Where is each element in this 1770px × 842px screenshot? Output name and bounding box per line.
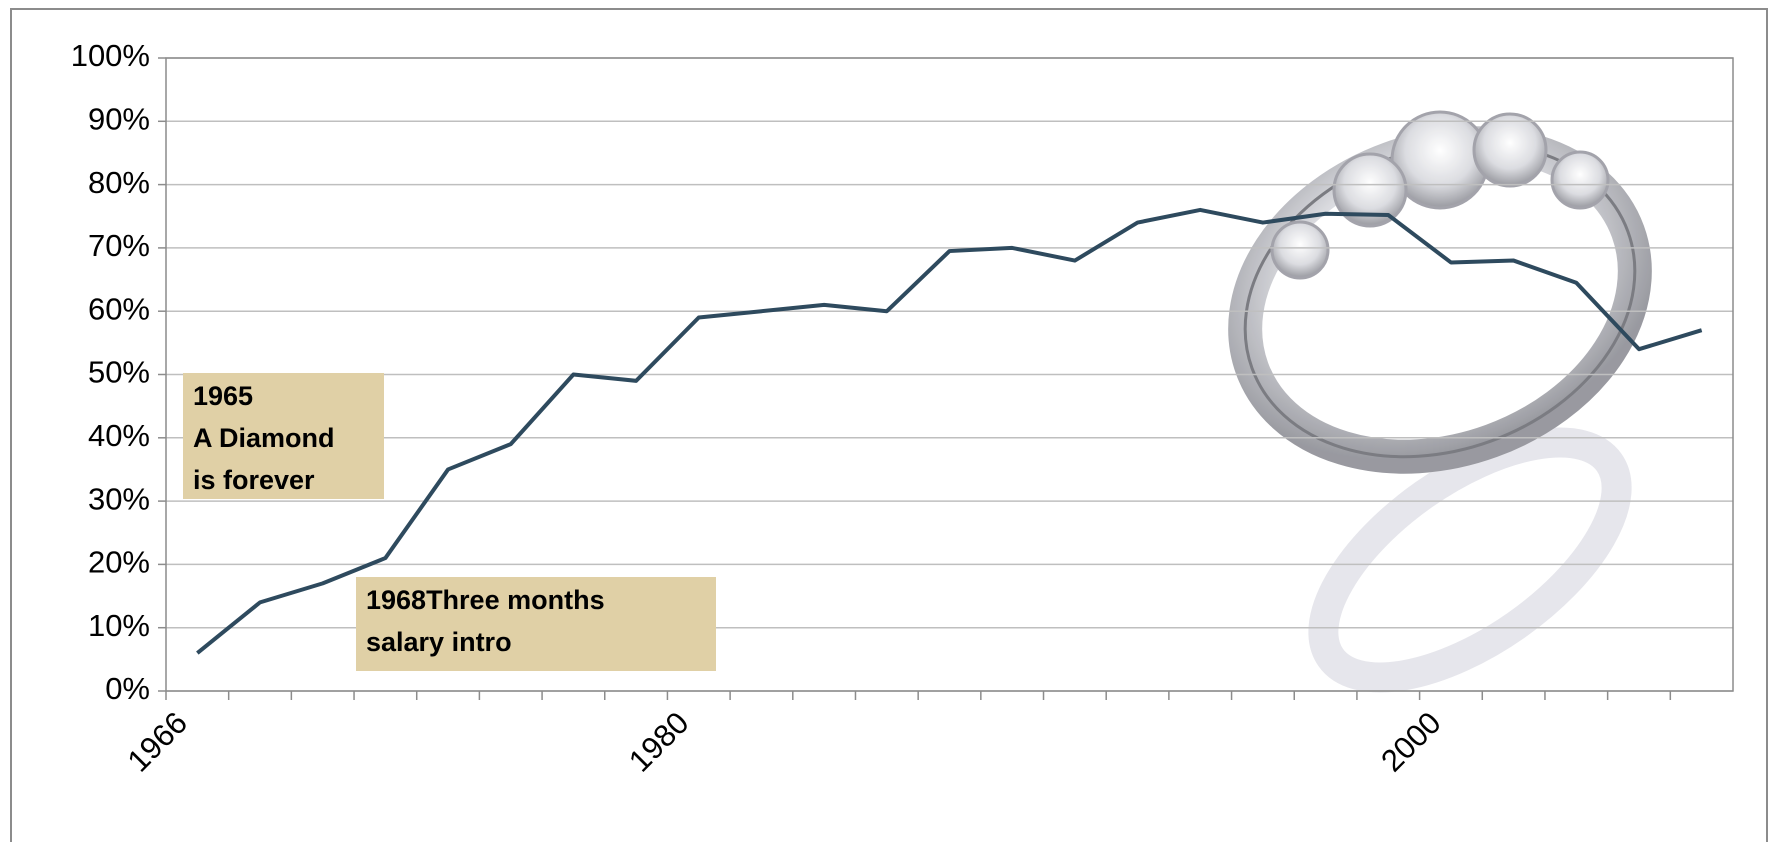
y-tick-label: 20%	[88, 545, 150, 580]
annotation-text: 1965	[193, 381, 253, 411]
y-tick-label: 10%	[88, 608, 150, 643]
y-tick-label: 80%	[88, 165, 150, 200]
annotation-text: 1968Three months	[366, 585, 605, 615]
data-line	[196, 207, 1703, 655]
annotation-text: A Diamond	[193, 423, 335, 453]
y-tick-label: 60%	[88, 291, 150, 326]
ring-image	[1228, 110, 1652, 693]
y-tick-label: 40%	[88, 418, 150, 453]
annotation-box	[356, 577, 716, 671]
y-tick-label: 90%	[88, 101, 150, 136]
y-tick-label: 30%	[88, 481, 150, 516]
annotation-text: is forever	[193, 465, 315, 495]
y-tick-label: 50%	[88, 355, 150, 390]
y-tick-label: 70%	[88, 228, 150, 263]
annotation-text: salary intro	[366, 627, 512, 657]
plot-area: 0%10%20%30%40%50%60%70%80%90%100%1966 198…	[71, 38, 1734, 779]
y-tick-label: 100%	[71, 38, 150, 73]
y-tick-label: 0%	[105, 671, 150, 706]
annotation-box	[183, 373, 384, 499]
plot-border	[165, 57, 1734, 692]
